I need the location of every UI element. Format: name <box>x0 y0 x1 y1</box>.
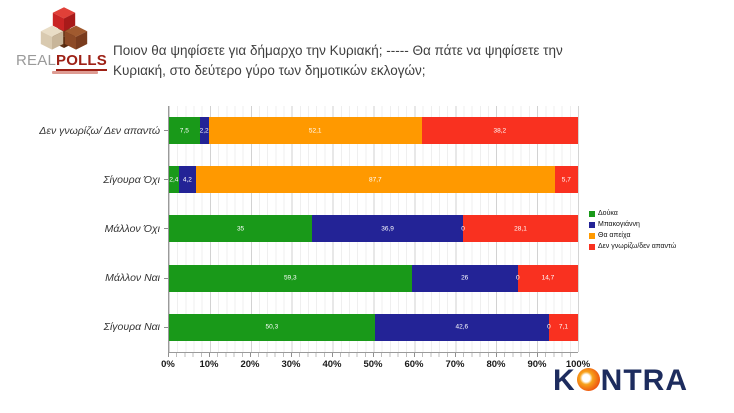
realpolls-cubes-icon <box>40 7 88 50</box>
bar-segment-value: 42,6 <box>455 323 469 331</box>
bar-segment-value: 2,4 <box>169 176 179 184</box>
x-axis-tick-label: 10% <box>199 359 219 370</box>
x-axis-tick-label: 100% <box>565 359 591 370</box>
bar-segment-value: 87,7 <box>369 176 382 184</box>
bar-segment-value: 0 <box>547 323 551 331</box>
bar-segment-value: 14,7 <box>541 274 555 282</box>
x-axis-tick-label: 20% <box>240 359 260 370</box>
stacked-bar: 35 36,9 0 28,1 <box>169 215 578 243</box>
legend-label: Δεν γνωρίζω/δεν απαντώ <box>598 243 677 250</box>
bar-segment-value: 2,2 <box>199 127 209 135</box>
bar-segment: 7,1 <box>548 313 578 341</box>
legend-item: Δούκα <box>589 210 676 217</box>
bar-segment-value: 36,9 <box>381 225 394 233</box>
legend-label: Θα απείχα <box>598 232 631 239</box>
x-axis: 0% 10% 20% 30% 40% 50% 60% 70% 80% 90% 100% <box>161 359 590 373</box>
kontra-logo: K NTRA <box>553 364 688 398</box>
legend-item: Μπακογιάννη <box>589 221 676 228</box>
bar-segment: 5,7 <box>554 166 578 194</box>
x-axis-tick-label: 80% <box>486 359 506 370</box>
bar-row: 7,5 2,2 52,1 38,2 <box>169 106 578 155</box>
bar-segment-value: 0 <box>461 225 465 233</box>
bar-segment: 38,2 <box>421 117 578 145</box>
bar-segment-value: 4,2 <box>182 176 192 184</box>
bar-segment-value: 28,1 <box>514 225 527 233</box>
legend-swatch <box>589 221 595 228</box>
bar-segment-value: 35 <box>236 225 245 233</box>
bar-segment: 2,4 <box>169 166 179 194</box>
category-label: Μάλλον Ναι <box>0 254 168 303</box>
bar-segment-value: 52,1 <box>308 127 322 135</box>
bar-segment: 2,2 <box>199 117 209 145</box>
bar-segment: 14,7 <box>517 264 578 292</box>
bar-segment: 50,3 <box>169 313 375 341</box>
bar-segment: 59,3 <box>169 264 412 292</box>
bar-segment-value: 7,5 <box>179 127 189 135</box>
bar-segment-value: 50,3 <box>265 323 279 331</box>
bar-segment: 4,2 <box>178 166 196 194</box>
kontra-ntra-text: NTRA <box>600 364 688 397</box>
stacked-bar: 7,5 2,2 52,1 38,2 <box>169 117 578 145</box>
x-axis-tick-label: 60% <box>404 359 424 370</box>
chart-legend: Δούκα Μπακογιάννη Θα απείχα Δεν γνωρίζω/δεν… <box>589 210 676 254</box>
bar-segment-value: 5,7 <box>561 176 571 184</box>
bar-row: 35 36,9 0 28,1 <box>169 204 578 253</box>
x-axis-tick-label: 70% <box>445 359 465 370</box>
bar-row: 59,3 26 0 14,7 <box>169 254 578 303</box>
bar-row: 50,3 42,6 0 7,1 <box>169 303 578 352</box>
poll-question-line1: Ποιον θα ψηφίσετε για δήμαρχο την Κυριακ… <box>113 43 563 58</box>
kontra-circle-icon <box>576 368 600 391</box>
realpolls-logo: REALPOLLS <box>14 5 118 74</box>
bar-segment: 52,1 <box>208 117 422 145</box>
legend-item: Θα απείχα <box>589 232 676 239</box>
category-label: Μάλλον Όχι <box>0 204 168 253</box>
bar-segment-value: 0 <box>516 274 520 282</box>
bar-segment: 87,7 <box>195 166 555 194</box>
bar-segment-value: 7,1 <box>558 323 568 331</box>
logo-polls-text: POLLS <box>56 52 108 71</box>
bar-segment-value: 38,2 <box>493 127 507 135</box>
legend-swatch <box>589 232 595 239</box>
x-axis-tick-label: 30% <box>281 359 301 370</box>
category-label: Σίγουρα Όχι <box>0 155 168 204</box>
bar-segment: 36,9 <box>312 215 464 243</box>
x-axis-tick-label: 0% <box>161 359 175 370</box>
x-axis-tick-label: 90% <box>527 359 547 370</box>
bar-segment: 35 <box>169 215 313 243</box>
poll-question-line2: Κυριακή, στο δεύτερο γύρο των δημοτικών … <box>113 63 426 79</box>
legend-swatch <box>589 243 595 250</box>
bar-rows: 7,5 2,2 52,1 38,2 2,4 4,2 87,7 5,7 35 36,9 0 28,1 59… <box>169 106 578 352</box>
bar-segment-value: 26 <box>461 274 469 282</box>
realpolls-wordmark: REALPOLLS <box>14 52 118 71</box>
stacked-bar: 2,4 4,2 87,7 5,7 <box>169 166 578 194</box>
legend-item: Δεν γνωρίζω/δεν απαντώ <box>589 243 676 250</box>
kontra-k-text: K <box>553 364 576 397</box>
logo-tagline-bar <box>52 71 98 74</box>
legend-swatch <box>589 210 595 217</box>
plot-area: 7,5 2,2 52,1 38,2 2,4 4,2 87,7 5,7 35 36,9 0 28,1 59… <box>168 106 579 352</box>
bar-segment-value: 59,3 <box>283 274 297 282</box>
x-axis-tick-label: 40% <box>322 359 342 370</box>
x-axis-tick-marks <box>168 352 578 357</box>
stacked-bar: 50,3 42,6 0 7,1 <box>169 313 578 341</box>
legend-label: Μπακογιάννη <box>598 221 640 228</box>
bar-segment: 28,1 <box>463 215 578 243</box>
bar-row: 2,4 4,2 87,7 5,7 <box>169 155 578 204</box>
category-labels: Δεν γνωρίζω/ Δεν απαντώ Σίγουρα Όχι Μάλλον… <box>0 106 168 352</box>
bar-segment: 26 <box>411 264 518 292</box>
bar-segment: 42,6 <box>374 313 549 341</box>
bar-segment: 7,5 <box>169 117 200 145</box>
stacked-bar: 59,3 26 0 14,7 <box>169 264 578 292</box>
category-label: Δεν γνωρίζω/ Δεν απαντώ <box>0 106 168 155</box>
logo-real-text: REAL <box>16 52 56 69</box>
poll-question-title: Ποιον θα ψηφίσετε για δήμαρχο την Κυριακ… <box>113 41 613 82</box>
x-axis-tick-label: 50% <box>363 359 383 370</box>
legend-label: Δούκα <box>598 210 618 217</box>
category-label: Σίγουρα Ναι <box>0 303 168 352</box>
